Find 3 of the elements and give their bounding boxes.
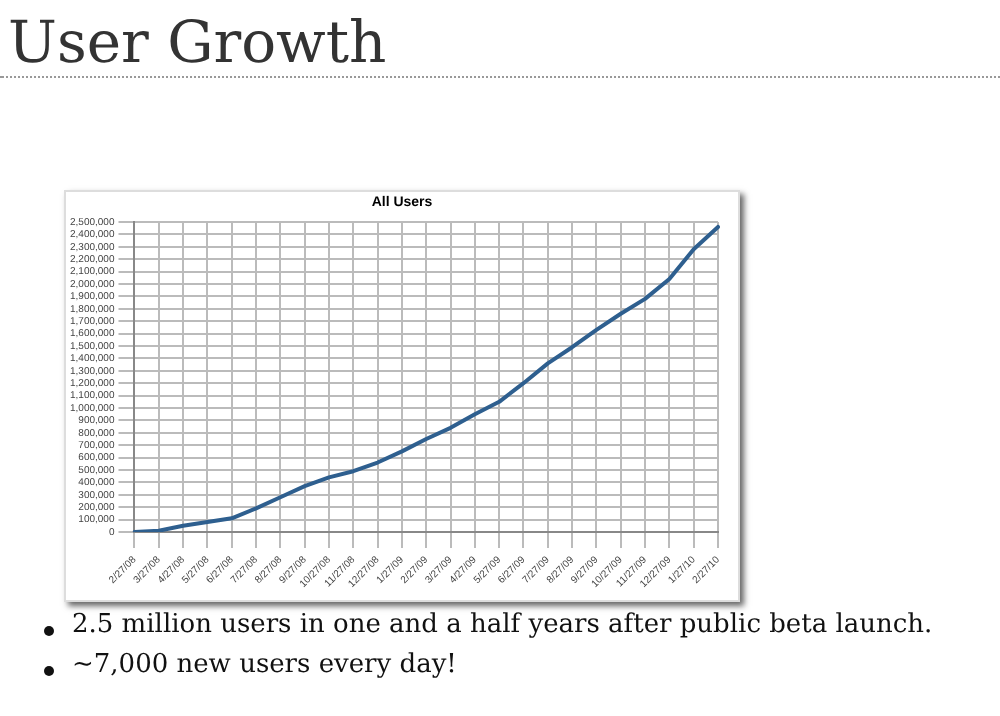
- text: 2.5 million users in one and a half years after public beta launch.: [70, 610, 935, 640]
- chart-title: User Growth: [8, 8, 387, 76]
- text: ~7,000 new users every day!: [70, 650, 459, 680]
